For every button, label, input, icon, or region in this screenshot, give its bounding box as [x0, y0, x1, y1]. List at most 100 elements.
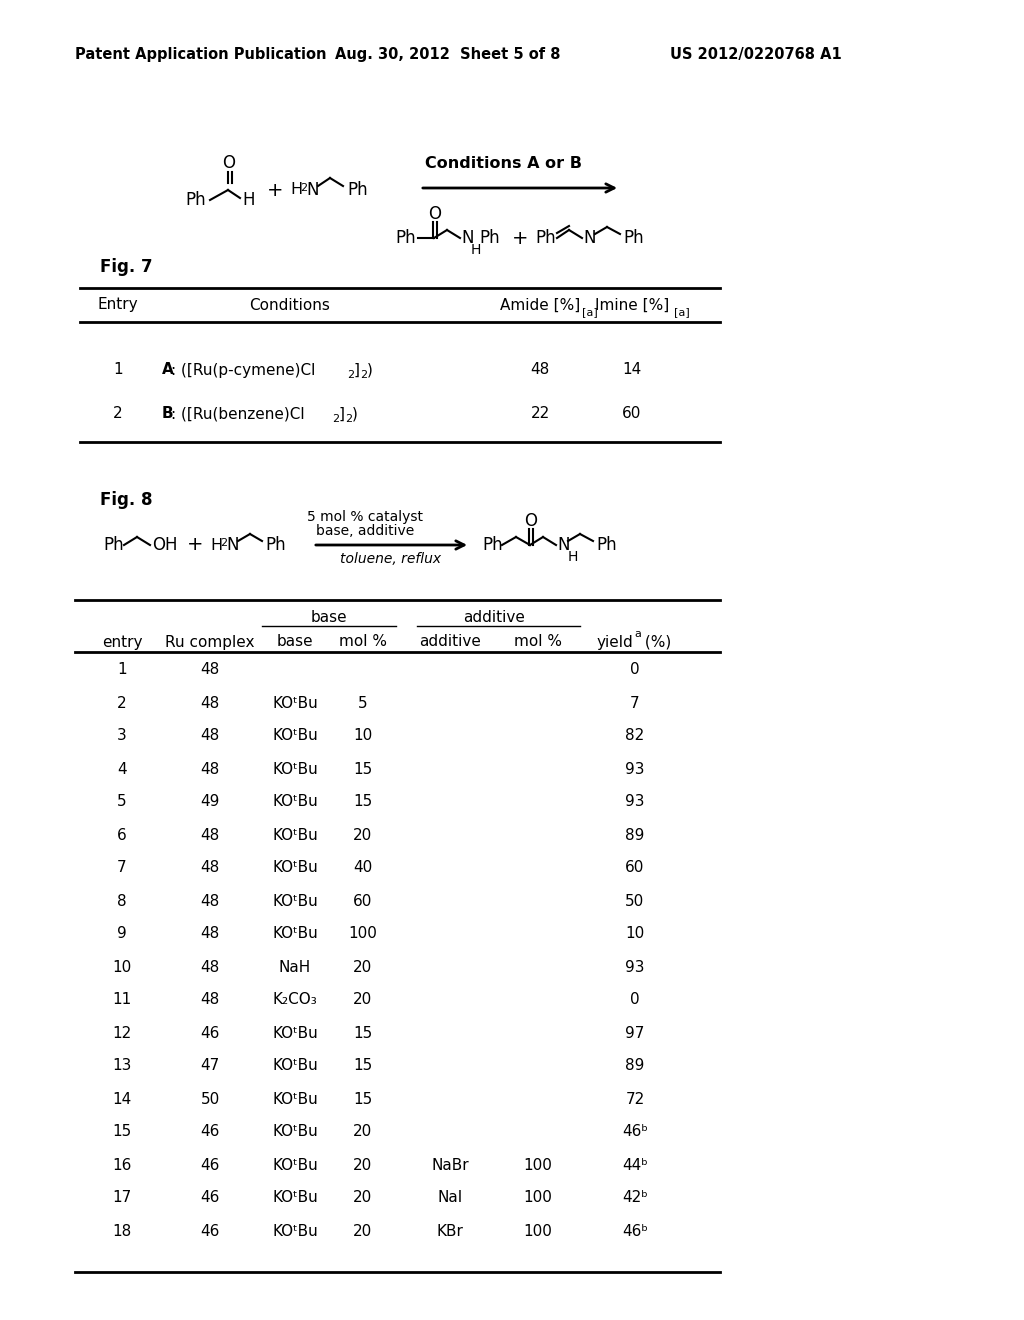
Text: 100: 100 [523, 1191, 552, 1205]
Text: base: base [310, 610, 347, 626]
Text: NaI: NaI [437, 1191, 463, 1205]
Text: B: B [162, 407, 174, 421]
Text: ]: ] [339, 407, 345, 421]
Text: 0: 0 [630, 663, 640, 677]
Text: O: O [524, 512, 538, 531]
Text: +: + [512, 228, 528, 248]
Text: Ph: Ph [623, 228, 644, 247]
Text: Ph: Ph [479, 228, 500, 247]
Text: KOᵗBu: KOᵗBu [272, 861, 317, 875]
Text: : ([Ru(p-cymene)Cl: : ([Ru(p-cymene)Cl [171, 363, 315, 378]
Text: 60: 60 [623, 407, 642, 421]
Text: Ph: Ph [482, 536, 503, 554]
Text: 72: 72 [626, 1092, 645, 1106]
Text: [a]: [a] [674, 308, 690, 317]
Text: 1: 1 [117, 663, 127, 677]
Text: 7: 7 [117, 861, 127, 875]
Text: KOᵗBu: KOᵗBu [272, 1059, 317, 1073]
Text: 46: 46 [201, 1026, 220, 1040]
Text: 20: 20 [353, 1191, 373, 1205]
Text: US 2012/0220768 A1: US 2012/0220768 A1 [670, 48, 842, 62]
Text: 16: 16 [113, 1158, 132, 1172]
Text: 49: 49 [201, 795, 220, 809]
Text: 89: 89 [626, 1059, 645, 1073]
Text: 46ᵇ: 46ᵇ [622, 1125, 648, 1139]
Text: 48: 48 [201, 993, 219, 1007]
Text: 100: 100 [348, 927, 378, 941]
Text: 93: 93 [626, 960, 645, 974]
Text: 7: 7 [630, 696, 640, 710]
Text: K₂CO₃: K₂CO₃ [272, 993, 317, 1007]
Text: 4: 4 [117, 762, 127, 776]
Text: KOᵗBu: KOᵗBu [272, 1158, 317, 1172]
Text: 14: 14 [623, 363, 642, 378]
Text: 93: 93 [626, 795, 645, 809]
Text: 46: 46 [201, 1224, 220, 1238]
Text: 12: 12 [113, 1026, 132, 1040]
Text: mol %: mol % [339, 635, 387, 649]
Text: 48: 48 [530, 363, 550, 378]
Text: 100: 100 [523, 1158, 552, 1172]
Text: 9: 9 [117, 927, 127, 941]
Text: yield: yield [596, 635, 633, 649]
Text: (%): (%) [640, 635, 672, 649]
Text: 2: 2 [360, 370, 368, 380]
Text: 10: 10 [626, 927, 645, 941]
Text: Ru complex: Ru complex [165, 635, 255, 649]
Text: 48: 48 [201, 861, 219, 875]
Text: : ([Ru(benzene)Cl: : ([Ru(benzene)Cl [171, 407, 304, 421]
Text: 15: 15 [353, 1092, 373, 1106]
Text: 50: 50 [201, 1092, 219, 1106]
Text: Ph: Ph [596, 536, 616, 554]
Text: 2: 2 [114, 407, 123, 421]
Text: 48: 48 [201, 663, 219, 677]
Text: 2: 2 [345, 414, 352, 424]
Text: 0: 0 [630, 993, 640, 1007]
Text: 20: 20 [353, 1224, 373, 1238]
Text: 48: 48 [201, 927, 219, 941]
Text: 5: 5 [117, 795, 127, 809]
Text: 50: 50 [626, 894, 645, 908]
Text: mol %: mol % [514, 635, 562, 649]
Text: 89: 89 [626, 828, 645, 842]
Text: 15: 15 [353, 1026, 373, 1040]
Text: KOᵗBu: KOᵗBu [272, 1092, 317, 1106]
Text: [a]: [a] [582, 308, 598, 317]
Text: 20: 20 [353, 1125, 373, 1139]
Text: KOᵗBu: KOᵗBu [272, 795, 317, 809]
Text: base: base [276, 635, 313, 649]
Text: Conditions A or B: Conditions A or B [425, 156, 582, 170]
Text: NaBr: NaBr [431, 1158, 469, 1172]
Text: 17: 17 [113, 1191, 132, 1205]
Text: 5 mol % catalyst: 5 mol % catalyst [307, 510, 423, 524]
Text: 60: 60 [353, 894, 373, 908]
Text: KOᵗBu: KOᵗBu [272, 1026, 317, 1040]
Text: Patent Application Publication: Patent Application Publication [75, 48, 327, 62]
Text: KOᵗBu: KOᵗBu [272, 729, 317, 743]
Text: 6: 6 [117, 828, 127, 842]
Text: H: H [568, 550, 579, 564]
Text: N: N [557, 536, 569, 554]
Text: Entry: Entry [97, 297, 138, 313]
Text: 100: 100 [523, 1224, 552, 1238]
Text: 42ᵇ: 42ᵇ [622, 1191, 648, 1205]
Text: N: N [583, 228, 596, 247]
Text: KOᵗBu: KOᵗBu [272, 828, 317, 842]
Text: Amide [%]: Amide [%] [500, 297, 581, 313]
Text: Conditions: Conditions [250, 297, 331, 313]
Text: Aug. 30, 2012  Sheet 5 of 8: Aug. 30, 2012 Sheet 5 of 8 [335, 48, 560, 62]
Text: 20: 20 [353, 1158, 373, 1172]
Text: KOᵗBu: KOᵗBu [272, 927, 317, 941]
Text: Ph: Ph [347, 181, 368, 199]
Text: 40: 40 [353, 861, 373, 875]
Text: 46ᵇ: 46ᵇ [622, 1224, 648, 1238]
Text: KOᵗBu: KOᵗBu [272, 1224, 317, 1238]
Text: Imine [%]: Imine [%] [595, 297, 669, 313]
Text: 11: 11 [113, 993, 132, 1007]
Text: 2: 2 [300, 183, 307, 193]
Text: 93: 93 [626, 762, 645, 776]
Text: Ph: Ph [395, 228, 416, 247]
Text: 1: 1 [114, 363, 123, 378]
Text: O: O [222, 154, 236, 172]
Text: H: H [290, 182, 302, 198]
